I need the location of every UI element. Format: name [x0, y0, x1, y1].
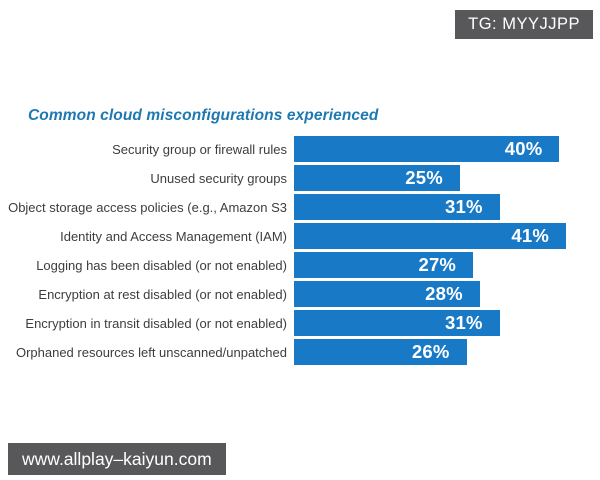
bar-category-label: Unused security groups — [150, 170, 287, 186]
bar-category-label: Identity and Access Management (IAM) — [60, 228, 287, 244]
bar-value-label: 27% — [418, 254, 457, 275]
bar: 41% — [294, 223, 566, 249]
chart-title: Common cloud misconfigurations experienc… — [28, 107, 379, 124]
bar-value-label: 41% — [511, 225, 549, 246]
bar-value-label: 28% — [425, 283, 463, 304]
bar-category-label: Orphaned resources left unscanned/unpatc… — [15, 344, 287, 360]
bar-category-label: Encryption in transit disabled (or not e… — [25, 315, 287, 331]
chart-row: Encryption at rest disabled (or not enab… — [0, 281, 600, 307]
bar-category-label: Logging has been disabled (or not enable… — [36, 257, 287, 273]
chart-row: Orphaned resources left unscanned/unpatc… — [0, 339, 600, 365]
bar-chart: Security group or firewall rules 40% Unuse… — [0, 136, 600, 368]
bar: 40% — [294, 136, 560, 162]
bar-value-label: 31% — [445, 312, 483, 333]
bar: 31% — [294, 310, 500, 336]
bar-value-label: 25% — [405, 167, 443, 188]
bar-category-label: Security group or firewall rules — [112, 141, 287, 157]
bar: 26% — [294, 339, 467, 365]
watermark-badge-top: TG: MYYJJPP — [455, 10, 593, 39]
chart-row: Logging has been disabled (or not enable… — [0, 252, 600, 278]
bar-value-label: 31% — [445, 196, 483, 217]
bar-value-label: 40% — [504, 138, 543, 159]
chart-row: Unused security groups 25% — [0, 165, 600, 191]
watermark-badge-bottom: www.allplay–kaiyun.com — [8, 443, 226, 475]
bar-category-label: Encryption at rest disabled (or not enab… — [38, 286, 287, 302]
bar: 31% — [294, 194, 500, 220]
chart-row: Security group or firewall rules 40% — [0, 136, 600, 162]
bar-category-label: Object storage access policies (e.g., Am… — [8, 199, 287, 215]
bar: 27% — [294, 252, 474, 278]
bar: 25% — [294, 165, 460, 191]
chart-row: Encryption in transit disabled (or not e… — [0, 310, 600, 336]
chart-row: Object storage access policies (e.g., Am… — [0, 194, 600, 220]
bar: 28% — [294, 281, 480, 307]
bar-value-label: 26% — [411, 341, 450, 362]
chart-row: Identity and Access Management (IAM) 41% — [0, 223, 600, 249]
